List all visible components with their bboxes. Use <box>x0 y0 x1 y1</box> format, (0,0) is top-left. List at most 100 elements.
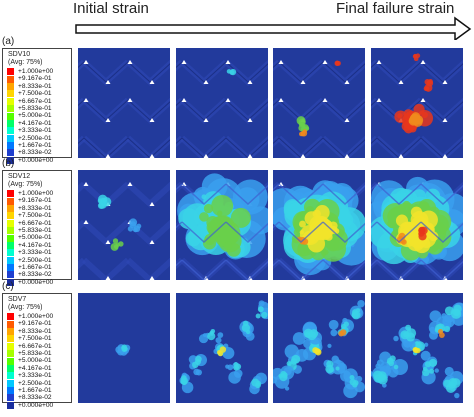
node-marker <box>149 202 155 206</box>
legend-entry: +9.167e-01 <box>7 197 71 205</box>
legend-value: +6.667e-01 <box>18 342 52 350</box>
node-marker <box>247 80 253 84</box>
legend-entry: +5.833e-01 <box>7 226 71 235</box>
damage-filament <box>207 328 216 341</box>
legend-entry: +1.667e-01 <box>7 263 71 272</box>
legend-entry: +5.833e-01 <box>7 105 71 113</box>
node-marker <box>149 154 155 158</box>
legend-value: +5.000e-01 <box>18 112 52 120</box>
node-marker <box>203 154 209 158</box>
node-marker <box>322 60 328 64</box>
node-marker <box>83 98 89 102</box>
legend-entry: +3.333e-01 <box>7 127 71 135</box>
legend-entry: +5.000e-01 <box>7 357 71 365</box>
contour-plot <box>176 170 268 280</box>
contour-plot <box>273 293 365 403</box>
legend-variable-name: SDV10 <box>8 51 31 58</box>
legend-entry: +1.000e+00 <box>7 68 71 76</box>
legend-value: +3.333e-01 <box>18 249 52 257</box>
damage-filament <box>233 362 242 371</box>
legend-swatch <box>7 197 14 205</box>
sdv7-panel-2 <box>176 293 268 403</box>
legend-value: +4.167e-01 <box>18 119 52 127</box>
node-marker <box>105 276 111 280</box>
contour-plot <box>273 48 365 158</box>
legend-entry: +3.333e-01 <box>7 372 71 380</box>
legend-swatch <box>7 256 14 264</box>
sdv12-panel-1 <box>78 170 170 280</box>
legend-entry: +6.667e-01 <box>7 98 71 105</box>
node-marker <box>344 80 350 84</box>
legend-swatch <box>7 278 14 286</box>
color-legend: SDV10 (Avg: 75%) +1.000e+00 +9.167e-01 +8.33… <box>2 48 72 164</box>
sdv12-panel-2 <box>176 170 268 280</box>
legend-entry: +7.500e-01 <box>7 335 71 343</box>
node-marker <box>376 60 382 64</box>
damage-spot <box>217 346 227 357</box>
legend-swatch <box>7 320 14 328</box>
legend-entry: +9.167e-01 <box>7 75 71 83</box>
legend-entry: +0.000e+00 <box>7 402 71 409</box>
damage-spot <box>418 226 428 241</box>
legend-swatch <box>7 68 14 76</box>
contour-plot <box>176 48 268 158</box>
legend-value: +2.500e-01 <box>18 256 52 264</box>
node-marker <box>149 118 155 122</box>
row-label: (c) <box>2 281 14 292</box>
strain-arrow-shape <box>75 16 472 40</box>
chevron-pattern <box>78 61 170 158</box>
damage-spot <box>438 329 445 339</box>
legend-swatch <box>7 134 14 142</box>
legend-entry: +2.500e-01 <box>7 257 71 264</box>
legend-entry: +6.667e-01 <box>7 343 71 350</box>
contour-plot <box>371 293 463 403</box>
legend-value: +6.667e-01 <box>18 97 52 105</box>
node-marker <box>398 154 404 158</box>
legend-swatch <box>7 234 14 242</box>
strain-arrow <box>75 16 472 40</box>
damage-spot <box>298 129 308 137</box>
legend-entry: +4.167e-01 <box>7 365 71 372</box>
node-marker <box>398 80 404 84</box>
legend-swatch <box>7 112 14 120</box>
node-marker <box>149 240 155 244</box>
damage-filament <box>372 370 388 385</box>
legend-entry: +2.500e-01 <box>7 135 71 142</box>
node-marker <box>376 98 382 102</box>
legend-swatch <box>7 204 14 212</box>
legend-swatch <box>7 394 14 402</box>
row-label: (b) <box>2 158 15 169</box>
node-marker <box>149 276 155 280</box>
legend-swatch <box>7 119 14 127</box>
sdv10-panel-4 <box>371 48 463 158</box>
legend-entry: +5.833e-01 <box>7 350 71 358</box>
damage-field <box>199 194 251 257</box>
legend-entry: +8.333e-01 <box>7 328 71 335</box>
legend-swatch <box>7 82 14 90</box>
node-marker <box>442 80 448 84</box>
sdv10-panel-3 <box>273 48 365 158</box>
legend-value: +9.167e-01 <box>18 197 52 205</box>
legend-entry: +1.667e-01 <box>7 142 71 150</box>
legend-swatch <box>7 190 14 198</box>
legend-swatch <box>7 401 14 409</box>
node-marker <box>420 98 426 102</box>
node-marker <box>203 118 209 122</box>
node-marker <box>83 182 89 186</box>
legend-entry: +4.167e-01 <box>7 242 71 249</box>
legend-value: +1.667e-01 <box>18 263 52 271</box>
legend-swatch <box>7 264 14 272</box>
contour-plot <box>78 170 170 280</box>
legend-entry: +7.500e-01 <box>7 90 71 98</box>
legend-swatch <box>7 241 14 249</box>
node-marker <box>420 60 426 64</box>
legend-value: +4.167e-01 <box>18 364 52 372</box>
legend-averaging: (Avg: 75%) <box>8 59 43 66</box>
legend-swatch <box>7 156 14 164</box>
legend-value: +5.833e-01 <box>18 226 52 234</box>
legend-swatch <box>7 105 14 113</box>
node-marker <box>344 118 350 122</box>
damage-filament <box>443 377 461 393</box>
legend-swatch <box>7 271 14 279</box>
legend-swatch <box>7 379 14 387</box>
